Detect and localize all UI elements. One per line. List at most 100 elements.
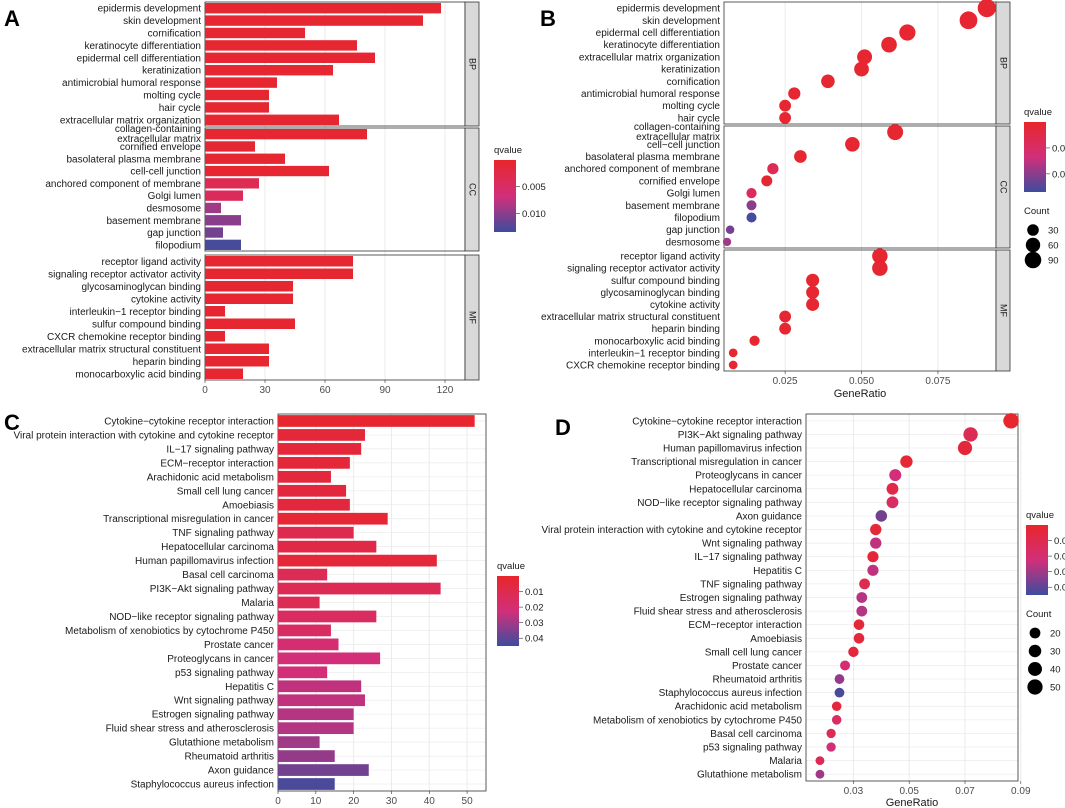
- b-category-label-molting-cycle: molting cycle: [662, 101, 720, 112]
- d-count-legend-dot: [1027, 679, 1043, 695]
- a-bar-cxcr-chemokine-receptor-binding: [205, 331, 225, 342]
- c-bar-ecm-receptor-interaction: [278, 457, 350, 469]
- c-category-label-small-cell-lung-cancer: Small cell lung cancer: [177, 486, 275, 497]
- d-x-axis-title: GeneRatio: [886, 797, 939, 808]
- d-x-tick-label: 0.05: [899, 786, 919, 797]
- d-count-legend-dot: [1029, 627, 1041, 639]
- a-bar-collagen-containing-extracellular-matrix: [205, 128, 367, 140]
- panel-c-kegg-bar-chart: Cytokine−cytokine receptor interaction Vi…: [13, 413, 544, 807]
- b-point-desmosome: [722, 237, 732, 247]
- a-category-label-epidermis-development: epidermis development: [98, 4, 202, 15]
- b-x-tick-label: 0.025: [773, 376, 798, 387]
- panel-letter-b: B: [540, 6, 556, 31]
- b-count-legend-dot: [1024, 251, 1042, 269]
- a-category-label-skin-development: skin development: [123, 16, 201, 27]
- d-x-tick-label: 0.03: [844, 786, 864, 797]
- b-facet-strip: [995, 1, 1011, 125]
- b-point-extracellular-matrix-organization: [857, 49, 873, 65]
- c-bar-hepatocellular-carcinoma: [278, 540, 377, 553]
- b-point-golgi-lumen: [746, 187, 757, 199]
- c-bar-il-17-signaling-pathway: [278, 443, 362, 455]
- b-point-receptor-ligand-activity: [872, 248, 888, 264]
- a-category-label-keratinization: keratinization: [142, 66, 201, 77]
- d-count-legend-label: 30: [1050, 647, 1061, 658]
- d-point-nod-like-receptor-signaling-pathway: [886, 496, 899, 509]
- c-bar-fluid-shear-stress-and-atherosclerosis: [278, 722, 354, 735]
- d-point-hepatocellular-carcinoma: [886, 482, 899, 495]
- b-point-epidermis-development: [977, 0, 996, 18]
- b-category-label-interleukin-1-receptor-binding: interleukin−1 receptor binding: [589, 348, 720, 359]
- a-bar-signaling-receptor-activator-activity: [205, 268, 353, 279]
- b-category-label-basolateral-plasma-membrane: basolateral plasma membrane: [585, 152, 720, 163]
- c-qvalue-legend-title: qvalue: [497, 561, 525, 572]
- b-category-label-extracellular-matrix-organization: extracellular matrix organization: [579, 52, 720, 63]
- b-category-label-keratinocyte-differentiation: keratinocyte differentiation: [603, 40, 720, 51]
- c-x-tick-label: 0: [275, 796, 281, 807]
- d-qvalue-legend-title: qvalue: [1026, 510, 1054, 521]
- b-category-label-gap-junction: gap junction: [666, 225, 720, 236]
- a-qvalue-legend-title: qvalue: [494, 145, 522, 156]
- c-category-label-estrogen-signaling-pathway: Estrogen signaling pathway: [152, 710, 274, 721]
- a-facet-strip: [464, 127, 480, 252]
- d-point-arachidonic-acid-metabolism: [831, 701, 842, 712]
- b-category-label-epidermis-development: epidermis development: [617, 4, 721, 15]
- d-category-label-p53-signaling-pathway: p53 signaling pathway: [703, 743, 802, 754]
- d-count-legend-dot: [1028, 644, 1042, 658]
- d-point-p53-signaling-pathway: [826, 742, 836, 752]
- c-category-label-staphylococcus-aureus-infection: Staphylococcus aureus infection: [131, 780, 274, 791]
- b-category-label-keratinization: keratinization: [661, 65, 720, 76]
- b-qvalue-legend-label: 0.005: [1052, 143, 1065, 154]
- c-bar-axon-guidance: [278, 764, 369, 776]
- a-bar-anchored-component-of-membrane: [205, 178, 259, 189]
- b-count-legend-label: 90: [1048, 256, 1059, 267]
- a-bar-cornification: [205, 27, 305, 39]
- a-bar-desmosome: [205, 202, 221, 214]
- a-bar-epidermal-cell-differentiation: [205, 52, 375, 64]
- b-point-heparin-binding: [779, 322, 792, 335]
- c-category-label-axon-guidance: Axon guidance: [208, 766, 275, 777]
- c-qvalue-colorbar: [497, 576, 519, 646]
- a-bar-gap-junction: [205, 227, 223, 238]
- a-category-label-golgi-lumen: Golgi lumen: [148, 191, 201, 202]
- c-bar-p53-signaling-pathway: [278, 666, 328, 679]
- c-category-label-fluid-shear-stress-and-atherosclerosis: Fluid shear stress and atherosclerosis: [106, 724, 274, 735]
- b-point-glycosaminoglycan-binding: [806, 285, 820, 299]
- a-category-label-cell-cell-junction: cell-cell junction: [130, 167, 201, 178]
- b-category-label-filopodium: filopodium: [674, 213, 720, 224]
- d-point-glutathione-metabolism: [815, 769, 825, 779]
- b-category-label-signaling-receptor-activator-activity: signaling receptor activator activity: [567, 264, 720, 275]
- d-category-label-human-papillomavirus-infection: Human papillomavirus infection: [663, 443, 802, 454]
- b-facet-strip: [995, 125, 1011, 249]
- a-category-label-interleukin-1-receptor-binding: interleukin−1 receptor binding: [70, 307, 201, 318]
- b-category-label-epidermal-cell-differentiation: epidermal cell differentiation: [596, 28, 720, 39]
- d-category-label-malaria: Malaria: [769, 756, 802, 767]
- d-category-label-ecm-receptor-interaction: ECM−receptor interaction: [688, 620, 802, 631]
- d-category-label-fluid-shear-stress-and-atherosclerosis: Fluid shear stress and atherosclerosis: [634, 607, 802, 618]
- d-category-label-viral-protein-interaction-with-cytokine-and-cytokine-receptor: Viral protein interaction with cytokine …: [541, 525, 802, 536]
- b-point-anchored-component-of-membrane: [767, 163, 779, 175]
- a-facet-strip: [464, 254, 480, 381]
- c-bar-hepatitis-c: [278, 680, 362, 693]
- c-category-label-human-papillomavirus-infection: Human papillomavirus infection: [135, 556, 274, 567]
- a-category-label-cornification: cornification: [148, 29, 201, 40]
- b-point-molting-cycle: [779, 99, 792, 112]
- b-category-label-basement-membrane: basement membrane: [626, 201, 721, 212]
- a-bar-antimicrobial-humoral-response: [205, 77, 277, 88]
- b-count-legend-label: 30: [1048, 226, 1059, 237]
- d-category-label-nod-like-receptor-signaling-pathway: NOD−like receptor signaling pathway: [637, 498, 802, 509]
- a-bar-hair-cycle: [205, 102, 269, 113]
- a-category-label-cxcr-chemokine-receptor-binding: CXCR chemokine receptor binding: [47, 332, 201, 343]
- b-point-basement-membrane: [746, 200, 757, 211]
- a-category-label-basement-membrane: basement membrane: [107, 216, 202, 227]
- c-bar-tnf-signaling-pathway: [278, 526, 354, 539]
- b-point-epidermal-cell-differentiation: [899, 24, 916, 41]
- a-category-label-glycosaminoglycan-binding: glycosaminoglycan binding: [81, 282, 201, 293]
- c-x-tick-label: 20: [348, 796, 360, 807]
- c-bar-arachidonic-acid-metabolism: [278, 470, 331, 483]
- d-category-label-hepatitis-c: Hepatitis C: [753, 566, 802, 577]
- d-point-proteoglycans-in-cancer: [889, 469, 902, 482]
- a-bar-sulfur-compound-binding: [205, 318, 295, 329]
- b-facet-strip-label: BP: [999, 57, 1009, 69]
- c-bar-estrogen-signaling-pathway: [278, 708, 354, 721]
- d-category-label-metabolism-of-xenobiotics-by-cytochrome-p450: Metabolism of xenobiotics by cytochrome …: [593, 715, 802, 726]
